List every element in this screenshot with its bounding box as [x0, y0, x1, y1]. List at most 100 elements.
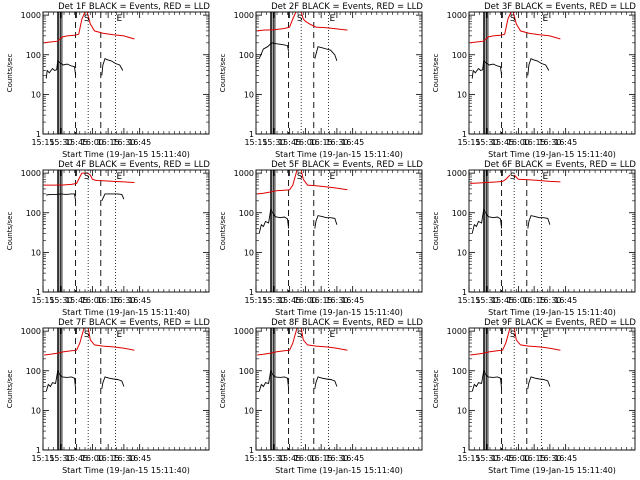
chart-title: Det 6F BLACK = Events, RED = LLD [484, 160, 636, 170]
y-axis-label: Counts/sec [432, 54, 440, 93]
lld-series-line [512, 12, 561, 40]
x-tick-label: 15:30 [475, 454, 498, 463]
x-tick-label: 16:45 [128, 138, 151, 147]
x-tick-label: 16:15 [523, 138, 546, 147]
x-tick-label: 15:15 [31, 296, 54, 305]
x-tick-label: 16:45 [341, 454, 364, 463]
y-tick-label: 100 [239, 367, 254, 376]
x-axis-label: Start Time (19-Jan-15 15:11:40) [488, 150, 616, 159]
phase-marker-label: E [116, 172, 122, 182]
chart-title: Det 1F BLACK = Events, RED = LLD [58, 2, 210, 12]
x-tick-label: 15:45 [278, 138, 301, 147]
chart-title: Det 3F BLACK = Events, RED = LLD [484, 2, 636, 12]
x-tick-label: 16:45 [341, 296, 364, 305]
plot-frame [42, 327, 210, 451]
events-series-line [45, 369, 77, 392]
phase-marker-label: E [542, 14, 548, 24]
lld-series-line [86, 12, 135, 40]
x-tick-label: 15:45 [491, 454, 514, 463]
lld-series-line [513, 328, 561, 351]
x-tick-label: 16:45 [554, 454, 577, 463]
lld-series-line [470, 174, 511, 184]
x-tick-label: 16:30 [112, 296, 135, 305]
y-tick-label: 1 [36, 288, 41, 297]
events-series-line [46, 193, 77, 201]
plot-frame [468, 11, 636, 135]
plot-frame [255, 169, 423, 293]
y-tick-label: 100 [26, 51, 41, 60]
chart-panel-6: Det 6F BLACK = Events, RED = LLD Counts/s… [432, 160, 636, 317]
y-tick-label: 1 [36, 130, 41, 139]
y-tick-label: 1 [462, 446, 467, 455]
plot-frame [255, 11, 423, 135]
lld-series-line [257, 328, 298, 356]
x-tick-label: 15:45 [491, 138, 514, 147]
y-tick-label: 100 [239, 51, 254, 60]
lld-series-line [513, 174, 561, 183]
lld-series-line [300, 12, 348, 31]
x-tick-label: 16:00 [507, 296, 530, 305]
phase-marker-label: E [542, 330, 548, 340]
y-tick-label: 10 [31, 248, 41, 257]
y-tick-label: 1000 [234, 327, 254, 336]
y-tick-label: 100 [452, 209, 467, 218]
y-tick-label: 1000 [21, 169, 41, 178]
x-tick-label: 15:15 [31, 454, 54, 463]
events-series-line [45, 60, 77, 79]
chart-panel-5: Det 5F BLACK = Events, RED = LLD Counts/s… [219, 160, 423, 317]
events-series-line [258, 208, 290, 234]
x-axis-label: Start Time (19-Jan-15 15:11:40) [488, 308, 616, 317]
events-series-line [471, 60, 503, 79]
y-axis-label: Counts/sec [219, 54, 227, 93]
x-tick-label: 16:15 [97, 296, 120, 305]
chart-title: Det 5F BLACK = Events, RED = LLD [271, 160, 423, 170]
chart-title: Det 8F BLACK = Events, RED = LLD [271, 318, 423, 328]
x-tick-label: 16:00 [294, 454, 317, 463]
plot-frame [42, 11, 210, 135]
chart-panel-9: Det 9F BLACK = Events, RED = LLD Counts/s… [432, 318, 636, 475]
y-tick-label: 100 [26, 209, 41, 218]
y-axis-label: Counts/sec [432, 212, 440, 251]
phase-marker-label: S [84, 172, 90, 182]
events-series-line [527, 57, 550, 76]
x-tick-label: 16:00 [507, 138, 530, 147]
y-tick-label: 1 [249, 446, 254, 455]
y-tick-label: 100 [239, 209, 254, 218]
x-tick-label: 16:15 [523, 296, 546, 305]
x-tick-label: 16:00 [81, 296, 104, 305]
x-tick-label: 16:15 [97, 138, 120, 147]
lld-series-line [87, 328, 135, 351]
plot-frame [42, 169, 210, 293]
x-tick-label: 15:15 [31, 138, 54, 147]
phase-marker-label: S [84, 14, 90, 24]
x-axis-label: Start Time (19-Jan-15 15:11:40) [62, 150, 190, 159]
lld-series-line [470, 328, 511, 356]
events-series-line [314, 215, 338, 229]
phase-marker-label: E [116, 330, 122, 340]
events-series-line [101, 376, 125, 389]
plot-frame [468, 327, 636, 451]
x-tick-label: 15:15 [244, 296, 267, 305]
x-tick-label: 15:30 [262, 138, 285, 147]
plot-frame [468, 169, 636, 293]
x-tick-label: 16:30 [325, 138, 348, 147]
y-axis-label: Counts/sec [6, 370, 14, 409]
x-tick-label: 16:30 [325, 296, 348, 305]
x-axis-label: Start Time (19-Jan-15 15:11:40) [488, 466, 616, 475]
lld-series-line [470, 12, 512, 44]
phase-marker-label: S [510, 14, 516, 24]
chart-panel-4: Det 4F BLACK = Events, RED = LLD Counts/s… [6, 160, 210, 317]
lld-series-line [44, 328, 85, 356]
x-tick-label: 16:15 [97, 454, 120, 463]
y-tick-label: 1000 [21, 11, 41, 20]
events-series-line [258, 42, 290, 59]
y-tick-label: 1 [462, 288, 467, 297]
y-tick-label: 1 [462, 130, 467, 139]
